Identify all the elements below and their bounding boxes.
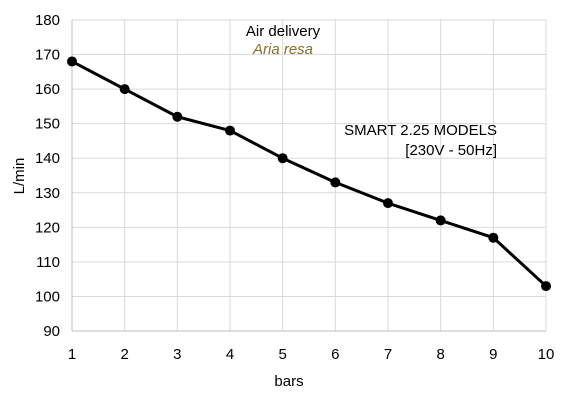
data-point [330, 177, 341, 188]
x-axis-label: bars [274, 373, 303, 390]
y-tick-label: 130 [35, 185, 60, 202]
y-axis-label: L/min [11, 158, 28, 195]
axes [71, 20, 546, 332]
y-tick-label: 140 [35, 150, 60, 167]
x-tick-label: 9 [489, 346, 497, 363]
data-series [67, 56, 551, 292]
y-tick-label: 150 [35, 116, 60, 133]
gridlines [71, 19, 547, 331]
y-tick-label: 90 [43, 323, 60, 340]
x-tick-labels: 1 2 3 4 5 6 7 8 9 10 [68, 346, 555, 363]
x-tick-label: 8 [436, 346, 444, 363]
x-tick-label: 1 [68, 346, 76, 363]
data-point [383, 198, 393, 209]
y-tick-label: 160 [35, 81, 60, 98]
x-tick-label: 6 [331, 346, 339, 363]
data-point [225, 125, 235, 136]
y-tick-labels: 90 100 110 120 130 140 150 160 170 180 [35, 12, 60, 340]
chart-subtitle: Aria resa [252, 41, 313, 58]
y-tick-label: 100 [35, 288, 60, 305]
data-point [67, 56, 77, 67]
x-tick-label: 3 [173, 346, 181, 363]
data-point [119, 84, 130, 95]
power-annotation: [230V - 50Hz] [405, 142, 497, 159]
x-tick-label: 2 [120, 346, 128, 363]
data-point [435, 215, 446, 226]
data-point [488, 232, 499, 243]
y-tick-label: 110 [36, 254, 60, 271]
chart-title: Air delivery [246, 23, 321, 40]
series-line [71, 60, 548, 288]
x-tick-label: 5 [278, 346, 286, 363]
x-tick-label: 7 [384, 346, 392, 363]
y-tick-label: 180 [35, 12, 60, 29]
data-point [172, 111, 183, 122]
x-tick-label: 4 [226, 346, 234, 363]
x-tick-label: 10 [538, 346, 555, 363]
y-tick-label: 120 [35, 219, 60, 236]
data-point [541, 281, 551, 292]
model-annotation: SMART 2.25 MODELS [344, 122, 497, 139]
data-point [277, 153, 288, 164]
y-tick-label: 170 [35, 47, 60, 64]
